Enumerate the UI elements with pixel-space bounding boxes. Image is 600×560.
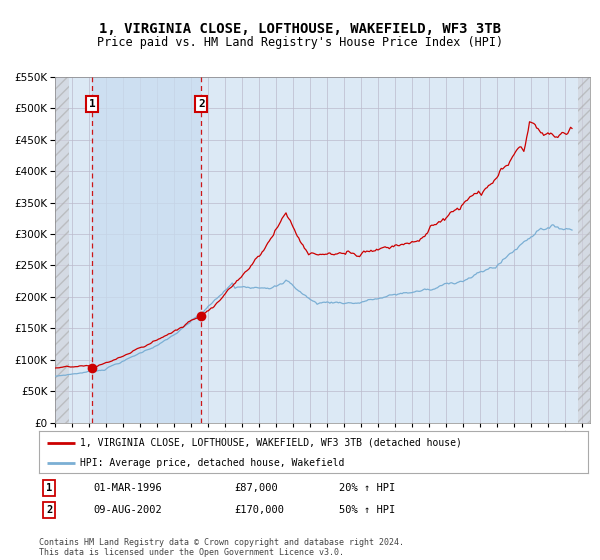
Bar (578, 77, 590, 423)
Text: 01-MAR-1996: 01-MAR-1996 (93, 483, 162, 493)
Text: £87,000: £87,000 (234, 483, 278, 493)
Text: 1: 1 (46, 483, 52, 493)
Text: Price paid vs. HM Land Registry's House Price Index (HPI): Price paid vs. HM Land Registry's House … (97, 36, 503, 49)
Bar (55, 77, 70, 423)
Text: 1, VIRGINIA CLOSE, LOFTHOUSE, WAKEFIELD, WF3 3TB: 1, VIRGINIA CLOSE, LOFTHOUSE, WAKEFIELD,… (99, 22, 501, 36)
Text: 20% ↑ HPI: 20% ↑ HPI (339, 483, 395, 493)
Text: HPI: Average price, detached house, Wakefield: HPI: Average price, detached house, Wake… (80, 458, 344, 468)
Bar (92, 77, 202, 423)
Text: £170,000: £170,000 (234, 505, 284, 515)
Text: 50% ↑ HPI: 50% ↑ HPI (339, 505, 395, 515)
Text: 1: 1 (89, 99, 95, 109)
Text: 2: 2 (198, 99, 205, 109)
Text: 2: 2 (46, 505, 52, 515)
Text: 09-AUG-2002: 09-AUG-2002 (93, 505, 162, 515)
Text: 1, VIRGINIA CLOSE, LOFTHOUSE, WAKEFIELD, WF3 3TB (detached house): 1, VIRGINIA CLOSE, LOFTHOUSE, WAKEFIELD,… (80, 438, 462, 448)
Text: Contains HM Land Registry data © Crown copyright and database right 2024.
This d: Contains HM Land Registry data © Crown c… (39, 538, 404, 557)
